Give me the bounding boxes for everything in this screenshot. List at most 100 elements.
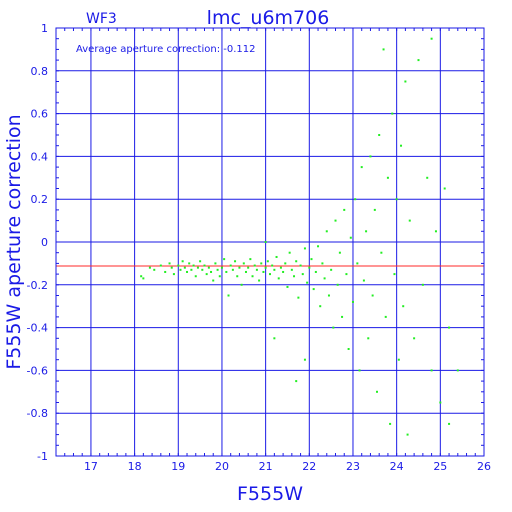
grid-lines bbox=[56, 27, 485, 457]
data-point bbox=[406, 433, 409, 436]
data-point bbox=[373, 208, 376, 211]
data-point bbox=[253, 264, 256, 267]
y-tick-label: -0.6 bbox=[27, 364, 48, 377]
data-point bbox=[351, 300, 354, 303]
x-tick-label: 26 bbox=[477, 460, 491, 473]
data-point bbox=[148, 266, 151, 269]
data-point bbox=[327, 294, 330, 297]
data-point bbox=[249, 258, 252, 261]
data-point bbox=[448, 326, 451, 329]
y-tick-label: 1 bbox=[41, 22, 48, 35]
data-point bbox=[443, 187, 446, 190]
data-point bbox=[142, 277, 145, 280]
y-axis-label: F555W aperture correction bbox=[3, 114, 25, 369]
y-tick-label: 0.8 bbox=[31, 65, 49, 78]
data-point bbox=[192, 264, 195, 267]
data-point bbox=[260, 262, 263, 265]
data-point bbox=[231, 268, 234, 271]
data-point bbox=[456, 369, 459, 372]
data-point bbox=[299, 264, 302, 267]
data-point bbox=[430, 369, 433, 372]
data-point bbox=[295, 380, 298, 383]
data-point bbox=[380, 251, 383, 254]
data-point bbox=[275, 255, 278, 258]
data-point bbox=[369, 155, 372, 158]
data-point bbox=[266, 260, 269, 263]
data-point bbox=[448, 422, 451, 425]
data-point bbox=[367, 337, 370, 340]
data-point bbox=[258, 279, 261, 282]
data-point bbox=[240, 283, 243, 286]
data-point bbox=[179, 268, 182, 271]
data-point bbox=[199, 260, 202, 263]
data-point bbox=[186, 270, 189, 273]
data-point bbox=[177, 264, 180, 267]
data-point bbox=[330, 268, 333, 271]
data-point bbox=[430, 37, 433, 40]
data-point bbox=[288, 251, 291, 254]
y-tick-label: 0 bbox=[41, 236, 48, 249]
data-point bbox=[181, 260, 184, 263]
data-point bbox=[303, 358, 306, 361]
data-point bbox=[303, 247, 306, 250]
data-point bbox=[220, 266, 223, 269]
average-correction-annotation: Average aperture correction: -0.112 bbox=[76, 44, 256, 55]
data-point bbox=[205, 273, 208, 276]
data-point bbox=[242, 262, 245, 265]
data-point bbox=[378, 134, 381, 136]
data-point bbox=[227, 294, 230, 297]
data-point bbox=[310, 258, 313, 261]
data-point bbox=[210, 270, 213, 273]
chart-subtitle: WF3 bbox=[86, 11, 117, 27]
data-point bbox=[212, 279, 215, 282]
x-tick-label: 23 bbox=[346, 460, 360, 473]
data-point bbox=[279, 266, 282, 269]
data-point bbox=[306, 281, 309, 284]
data-point bbox=[371, 294, 374, 297]
data-point bbox=[386, 176, 389, 179]
data-point bbox=[153, 268, 156, 271]
data-point bbox=[334, 219, 337, 222]
data-point bbox=[196, 266, 199, 269]
y-tick-label: 0.6 bbox=[31, 108, 49, 121]
data-point bbox=[234, 260, 237, 263]
data-point bbox=[332, 326, 335, 329]
data-point bbox=[376, 390, 378, 393]
x-tick-label: 18 bbox=[128, 460, 142, 473]
data-point bbox=[321, 262, 324, 265]
data-point bbox=[314, 270, 317, 273]
data-point bbox=[225, 270, 228, 273]
data-point bbox=[354, 198, 357, 201]
data-point bbox=[183, 266, 186, 269]
data-point bbox=[439, 401, 442, 404]
data-point bbox=[295, 260, 298, 263]
data-point bbox=[323, 277, 326, 280]
data-point bbox=[338, 251, 341, 254]
data-point bbox=[190, 268, 193, 271]
data-point bbox=[402, 305, 405, 308]
y-tick-label: -1 bbox=[37, 450, 48, 463]
data-point bbox=[172, 273, 175, 276]
data-point bbox=[400, 144, 403, 147]
y-tick-labels: 1 0.8 0.6 0.4 0.2 0 -0.2 -0.4 -0.6 -0.8 -1 bbox=[27, 22, 48, 463]
data-point bbox=[229, 264, 232, 267]
y-tick-label: 0.4 bbox=[31, 150, 49, 163]
data-points bbox=[140, 37, 459, 436]
data-point bbox=[345, 273, 348, 276]
x-tick-label: 17 bbox=[84, 460, 98, 473]
data-point bbox=[384, 315, 387, 318]
data-point bbox=[255, 268, 258, 271]
data-point bbox=[325, 230, 328, 233]
data-point bbox=[216, 268, 219, 271]
data-point bbox=[269, 273, 271, 276]
data-point bbox=[214, 262, 217, 265]
data-point bbox=[223, 258, 226, 261]
plot-frame bbox=[55, 27, 485, 457]
data-point bbox=[317, 245, 320, 248]
chart-title: lmc_u6m706 bbox=[207, 7, 330, 29]
data-point bbox=[365, 230, 368, 233]
data-point bbox=[421, 283, 424, 286]
data-point bbox=[391, 112, 394, 115]
data-point bbox=[389, 422, 392, 425]
data-point bbox=[336, 283, 339, 286]
